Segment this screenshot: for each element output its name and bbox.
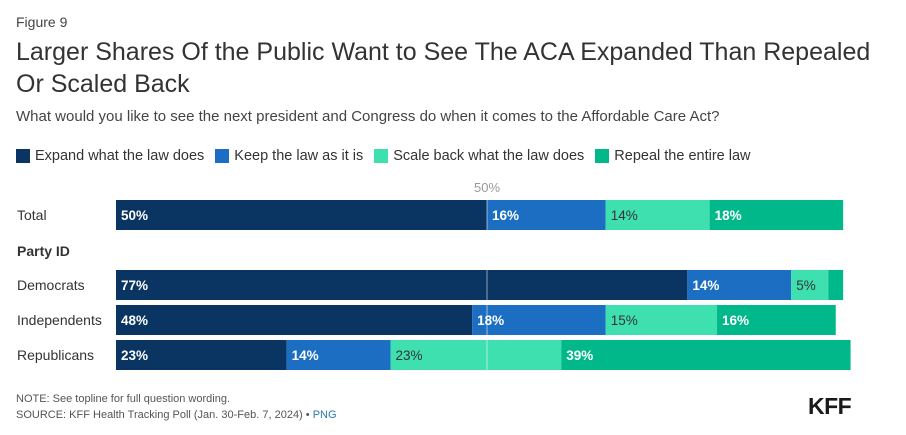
category-label: Republicans — [17, 347, 94, 363]
data-label: 16% — [492, 208, 519, 223]
chart-title: Larger Shares Of the Public Want to See … — [16, 38, 871, 98]
group-label: Party ID — [17, 243, 70, 259]
reference-line-label: 50% — [474, 180, 500, 195]
category-label: Independents — [17, 312, 102, 328]
bar-segment — [286, 340, 391, 370]
legend-label-expand: Expand what the law does — [35, 148, 205, 164]
footnote: NOTE: See topline for full question word… — [16, 393, 231, 405]
bar-segment — [561, 340, 851, 370]
legend: Expand what the law does Keep the law as… — [16, 148, 762, 164]
legend-label-repeal: Repeal the entire law — [614, 148, 751, 164]
legend-label-keep: Keep the law as it is — [234, 148, 364, 164]
legend-swatch-repeal — [595, 149, 610, 163]
legend-swatch-expand — [16, 149, 30, 163]
bar-segment — [116, 270, 688, 300]
legend-swatch-keep — [215, 149, 230, 163]
chart-subtitle: What would you like to see the next pres… — [16, 108, 720, 125]
data-label: 14% — [692, 278, 719, 293]
stacked-bar-chart: 50% Total Democrats Independents Republicans… — [17, 180, 851, 375]
bar-segment — [390, 340, 562, 370]
data-label: 48% — [121, 313, 148, 328]
bar-segment — [487, 200, 606, 230]
data-label: 39% — [566, 348, 593, 363]
bar-segment — [717, 305, 836, 335]
legend-item-scale-back[interactable]: Scale back what the law does — [374, 148, 584, 164]
source-text: SOURCE: KFF Health Tracking Poll (Jan. 3… — [16, 409, 313, 421]
legend-swatch-scale-back — [374, 149, 389, 163]
data-label: 18% — [715, 208, 742, 223]
bar-segment — [828, 270, 844, 300]
data-label: 77% — [121, 278, 148, 293]
data-label: 23% — [396, 348, 423, 363]
category-label: Democrats — [17, 277, 85, 293]
bar-segment — [687, 270, 792, 300]
data-label: 15% — [611, 313, 638, 328]
data-label: 16% — [722, 313, 749, 328]
png-link[interactable]: PNG — [312, 409, 337, 421]
legend-label-scale-back: Scale back what the law does — [393, 148, 585, 164]
bar-segment — [116, 200, 487, 230]
bar-segment — [791, 270, 829, 300]
bar-segment — [116, 340, 287, 370]
bar-segment — [605, 200, 710, 230]
bar-segment — [472, 305, 606, 335]
source-line: SOURCE: KFF Health Tracking Poll (Jan. 3… — [16, 409, 337, 421]
data-label: 23% — [121, 348, 148, 363]
category-label: Total — [17, 207, 47, 223]
bar-segment — [605, 305, 718, 335]
kff-logo: KFF — [808, 393, 852, 419]
data-label: 14% — [292, 348, 319, 363]
bar-segment — [116, 305, 473, 335]
data-label: 14% — [611, 208, 638, 223]
bar-segment — [709, 200, 844, 230]
data-label: 18% — [477, 313, 504, 328]
data-label: 5% — [796, 278, 816, 293]
legend-item-keep[interactable]: Keep the law as it is — [215, 148, 363, 164]
figure-label: Figure 9 — [16, 14, 68, 30]
legend-item-repeal[interactable]: Repeal the entire law — [595, 148, 751, 164]
legend-item-expand[interactable]: Expand what the law does — [16, 148, 204, 164]
data-label: 50% — [121, 208, 148, 223]
